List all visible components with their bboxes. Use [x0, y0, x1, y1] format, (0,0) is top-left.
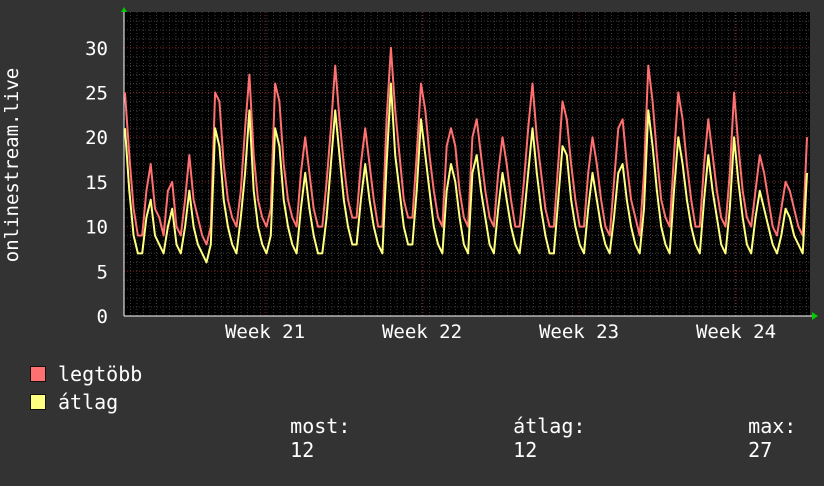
y-tick-label: 20 — [85, 127, 108, 149]
y-tick-label: 10 — [85, 217, 108, 239]
x-tick-label: Week 23 — [539, 321, 619, 343]
y-tick-label: 15 — [85, 172, 108, 194]
y-tick-label: 25 — [85, 82, 108, 104]
x-tick-label: Week 21 — [225, 321, 305, 343]
y-axis-label: onlinestream.live — [1, 68, 23, 262]
grid — [124, 12, 810, 316]
series-line-atlag — [124, 82, 808, 264]
series-group — [124, 46, 808, 264]
x-tick-label: Week 22 — [382, 321, 462, 343]
series-line-legtobb — [124, 46, 808, 246]
stat-max-value: 27 — [748, 438, 773, 462]
x-axis: Week 21 Week 22 Week 23 Week 24 — [124, 315, 814, 343]
y-tick-label: 5 — [97, 261, 108, 283]
y-tick-label: 0 — [97, 306, 108, 328]
x-axis-arrow — [812, 312, 818, 320]
y-axis: 0 5 10 15 20 25 30 — [85, 10, 125, 328]
y-axis-arrow — [121, 7, 127, 12]
stat-average-value: 12 — [513, 438, 538, 462]
x-tick-label: Week 24 — [696, 321, 776, 343]
stat-most-value: 12 — [290, 438, 315, 462]
y-tick-label: 30 — [85, 38, 108, 60]
